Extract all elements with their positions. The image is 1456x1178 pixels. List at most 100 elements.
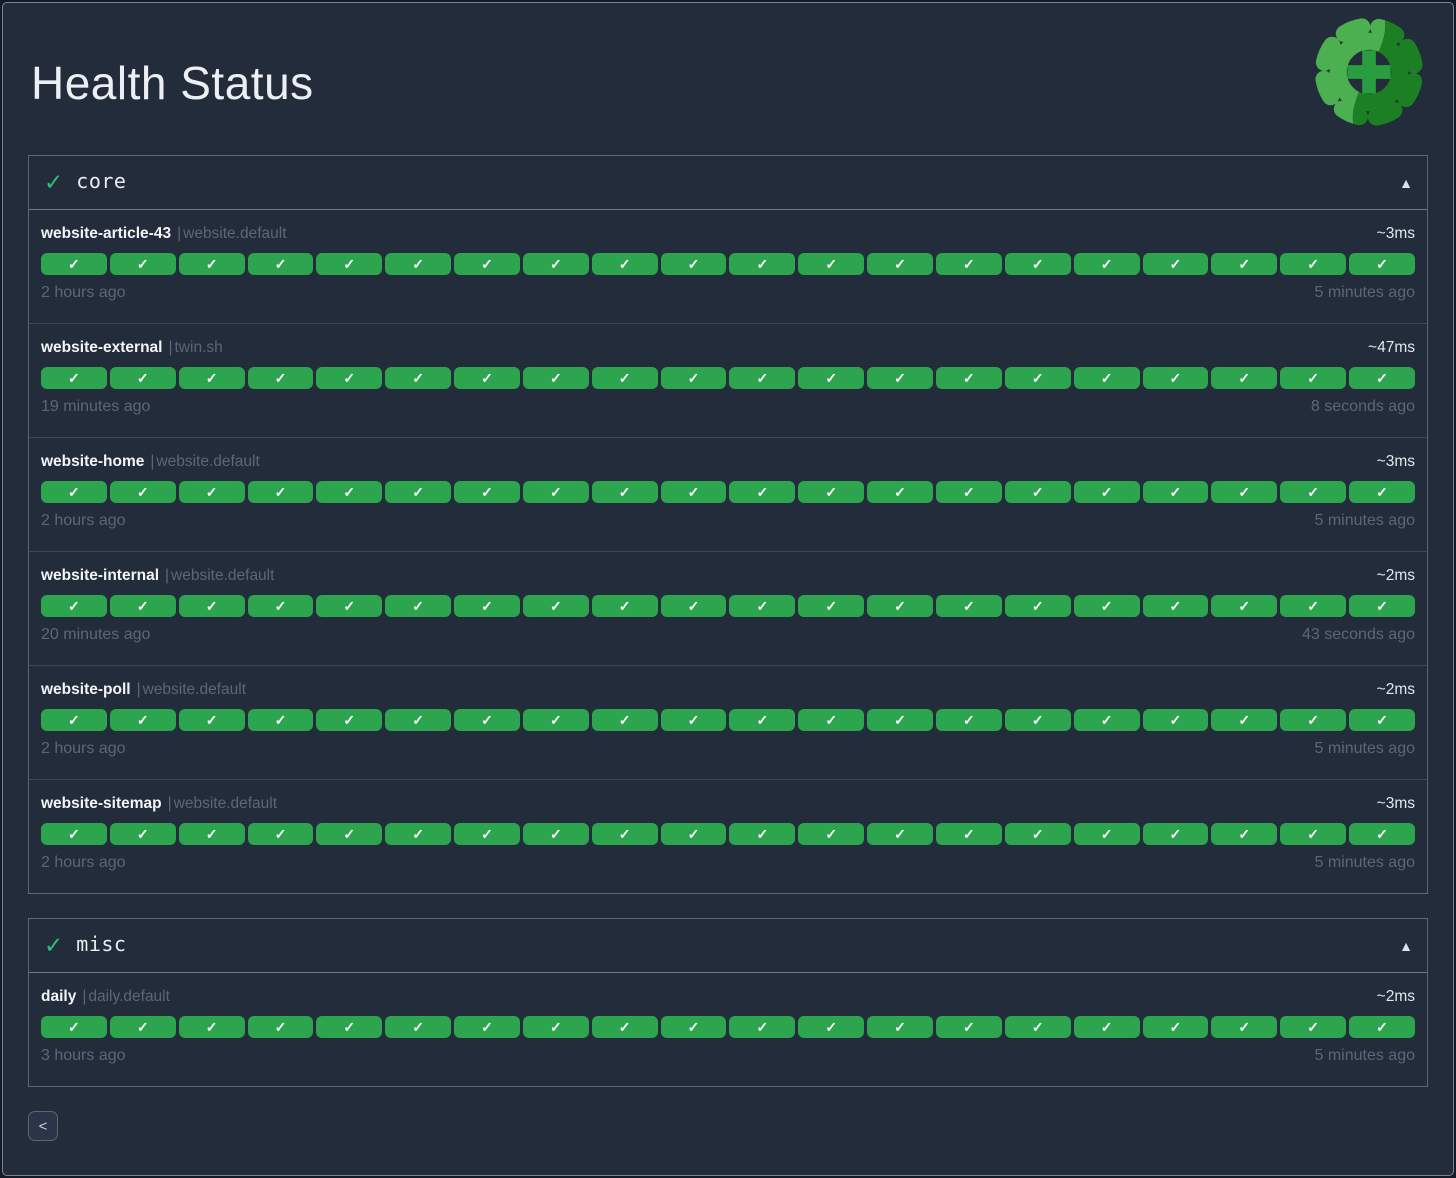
health-check-success-pill[interactable]: ✓ (1142, 595, 1209, 617)
health-check-success-pill[interactable]: ✓ (454, 481, 520, 503)
health-check-success-pill[interactable]: ✓ (660, 253, 727, 275)
health-check-success-pill[interactable]: ✓ (1211, 253, 1278, 275)
health-check-success-pill[interactable]: ✓ (454, 367, 520, 389)
health-check-success-pill[interactable]: ✓ (798, 367, 865, 389)
health-check-success-pill[interactable]: ✓ (1142, 253, 1209, 275)
health-check-success-pill[interactable]: ✓ (1142, 709, 1209, 731)
health-check-success-pill[interactable]: ✓ (178, 823, 245, 845)
health-check-success-pill[interactable]: ✓ (798, 253, 865, 275)
health-check-success-pill[interactable]: ✓ (1004, 481, 1071, 503)
health-check-success-pill[interactable]: ✓ (867, 481, 933, 503)
health-check-success-pill[interactable]: ✓ (1004, 595, 1071, 617)
health-check-success-pill[interactable]: ✓ (591, 709, 658, 731)
health-check-success-pill[interactable]: ✓ (1073, 595, 1140, 617)
health-check-success-pill[interactable]: ✓ (867, 367, 933, 389)
health-check-success-pill[interactable]: ✓ (1004, 253, 1071, 275)
health-check-success-pill[interactable]: ✓ (41, 367, 107, 389)
health-check-success-pill[interactable]: ✓ (1073, 253, 1140, 275)
health-check-success-pill[interactable]: ✓ (1280, 481, 1347, 503)
health-check-success-pill[interactable]: ✓ (316, 595, 383, 617)
health-check-success-pill[interactable]: ✓ (935, 595, 1002, 617)
health-check-success-pill[interactable]: ✓ (729, 709, 796, 731)
health-check-success-pill[interactable]: ✓ (798, 709, 865, 731)
health-check-success-pill[interactable]: ✓ (660, 367, 727, 389)
health-check-success-pill[interactable]: ✓ (867, 823, 933, 845)
health-check-success-pill[interactable]: ✓ (522, 823, 589, 845)
health-check-success-pill[interactable]: ✓ (316, 1016, 383, 1038)
health-check-success-pill[interactable]: ✓ (385, 823, 452, 845)
health-check-success-pill[interactable]: ✓ (1073, 1016, 1140, 1038)
health-check-success-pill[interactable]: ✓ (454, 1016, 520, 1038)
health-check-success-pill[interactable]: ✓ (1004, 709, 1071, 731)
health-check-success-pill[interactable]: ✓ (316, 823, 383, 845)
health-check-success-pill[interactable]: ✓ (1349, 709, 1415, 731)
health-check-success-pill[interactable]: ✓ (247, 253, 314, 275)
health-check-success-pill[interactable]: ✓ (454, 823, 520, 845)
health-check-success-pill[interactable]: ✓ (522, 253, 589, 275)
health-check-success-pill[interactable]: ✓ (247, 823, 314, 845)
health-check-success-pill[interactable]: ✓ (1211, 709, 1278, 731)
health-check-success-pill[interactable]: ✓ (41, 481, 107, 503)
health-check-success-pill[interactable]: ✓ (522, 595, 589, 617)
health-check-success-pill[interactable]: ✓ (1211, 595, 1278, 617)
health-check-success-pill[interactable]: ✓ (522, 481, 589, 503)
health-check-success-pill[interactable]: ✓ (591, 481, 658, 503)
health-check-success-pill[interactable]: ✓ (591, 367, 658, 389)
health-check-success-pill[interactable]: ✓ (1142, 481, 1209, 503)
health-check-success-pill[interactable]: ✓ (1349, 481, 1415, 503)
health-check-success-pill[interactable]: ✓ (1349, 367, 1415, 389)
health-check-success-pill[interactable]: ✓ (1073, 823, 1140, 845)
health-check-success-pill[interactable]: ✓ (1211, 367, 1278, 389)
health-check-success-pill[interactable]: ✓ (316, 367, 383, 389)
health-check-success-pill[interactable]: ✓ (1280, 709, 1347, 731)
health-check-success-pill[interactable]: ✓ (178, 709, 245, 731)
health-check-success-pill[interactable]: ✓ (41, 823, 107, 845)
health-check-success-pill[interactable]: ✓ (729, 1016, 796, 1038)
health-check-success-pill[interactable]: ✓ (1280, 595, 1347, 617)
health-check-success-pill[interactable]: ✓ (1349, 595, 1415, 617)
health-check-success-pill[interactable]: ✓ (385, 253, 452, 275)
health-check-success-pill[interactable]: ✓ (935, 367, 1002, 389)
health-check-success-pill[interactable]: ✓ (178, 481, 245, 503)
health-check-success-pill[interactable]: ✓ (385, 595, 452, 617)
health-check-success-pill[interactable]: ✓ (1073, 367, 1140, 389)
health-check-success-pill[interactable]: ✓ (1004, 1016, 1071, 1038)
health-check-success-pill[interactable]: ✓ (247, 709, 314, 731)
health-check-success-pill[interactable]: ✓ (178, 253, 245, 275)
health-check-success-pill[interactable]: ✓ (385, 481, 452, 503)
health-check-success-pill[interactable]: ✓ (1073, 709, 1140, 731)
health-check-success-pill[interactable]: ✓ (1349, 253, 1415, 275)
health-check-success-pill[interactable]: ✓ (1280, 253, 1347, 275)
health-check-success-pill[interactable]: ✓ (109, 367, 176, 389)
health-check-success-pill[interactable]: ✓ (1004, 367, 1071, 389)
health-check-success-pill[interactable]: ✓ (798, 1016, 865, 1038)
health-check-success-pill[interactable]: ✓ (109, 1016, 176, 1038)
health-check-success-pill[interactable]: ✓ (385, 709, 452, 731)
health-check-success-pill[interactable]: ✓ (178, 367, 245, 389)
health-check-success-pill[interactable]: ✓ (316, 709, 383, 731)
health-check-success-pill[interactable]: ✓ (109, 481, 176, 503)
health-check-success-pill[interactable]: ✓ (385, 1016, 452, 1038)
health-check-success-pill[interactable]: ✓ (867, 1016, 933, 1038)
health-check-success-pill[interactable]: ✓ (729, 481, 796, 503)
health-check-success-pill[interactable]: ✓ (935, 253, 1002, 275)
health-check-success-pill[interactable]: ✓ (41, 709, 107, 731)
health-check-success-pill[interactable]: ✓ (591, 823, 658, 845)
health-check-success-pill[interactable]: ✓ (316, 481, 383, 503)
health-check-success-pill[interactable]: ✓ (109, 595, 176, 617)
health-check-success-pill[interactable]: ✓ (454, 709, 520, 731)
health-check-success-pill[interactable]: ✓ (660, 595, 727, 617)
health-check-success-pill[interactable]: ✓ (1004, 823, 1071, 845)
health-check-success-pill[interactable]: ✓ (522, 709, 589, 731)
health-check-success-pill[interactable]: ✓ (454, 595, 520, 617)
health-check-success-pill[interactable]: ✓ (660, 709, 727, 731)
health-check-success-pill[interactable]: ✓ (178, 595, 245, 617)
health-check-success-pill[interactable]: ✓ (729, 253, 796, 275)
health-check-success-pill[interactable]: ✓ (178, 1016, 245, 1038)
health-check-success-pill[interactable]: ✓ (247, 367, 314, 389)
health-check-success-pill[interactable]: ✓ (385, 367, 452, 389)
health-check-success-pill[interactable]: ✓ (1211, 823, 1278, 845)
section-header[interactable]: ✓ misc ▲ (29, 919, 1427, 973)
health-check-success-pill[interactable]: ✓ (660, 823, 727, 845)
section-header[interactable]: ✓ core ▲ (29, 156, 1427, 210)
